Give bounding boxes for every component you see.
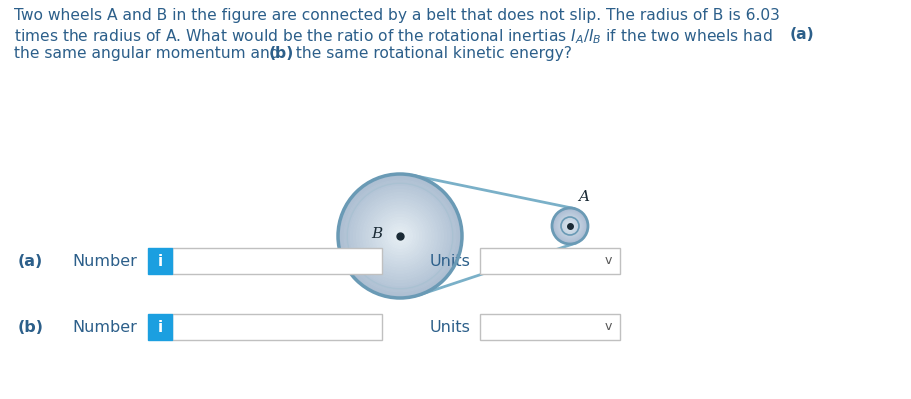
Circle shape xyxy=(341,177,459,295)
Circle shape xyxy=(568,224,572,228)
Circle shape xyxy=(351,186,450,286)
Circle shape xyxy=(560,216,580,236)
Circle shape xyxy=(378,214,422,258)
Circle shape xyxy=(397,233,403,239)
FancyBboxPatch shape xyxy=(172,314,382,340)
Circle shape xyxy=(353,190,446,282)
Circle shape xyxy=(568,223,573,229)
Circle shape xyxy=(562,218,578,234)
Text: Units: Units xyxy=(430,320,471,334)
Circle shape xyxy=(360,196,440,276)
Circle shape xyxy=(558,214,582,238)
Circle shape xyxy=(553,209,587,243)
Circle shape xyxy=(567,222,574,229)
Text: v: v xyxy=(605,255,612,267)
Text: v: v xyxy=(605,320,612,334)
Text: i: i xyxy=(158,253,162,269)
Text: B: B xyxy=(371,227,382,241)
FancyBboxPatch shape xyxy=(172,248,382,274)
Circle shape xyxy=(391,227,409,245)
Circle shape xyxy=(552,208,588,244)
Circle shape xyxy=(366,202,435,270)
Circle shape xyxy=(554,210,586,242)
Circle shape xyxy=(356,193,444,279)
Text: the same angular momentum and: the same angular momentum and xyxy=(14,46,284,61)
Circle shape xyxy=(372,208,428,264)
Circle shape xyxy=(347,183,453,289)
FancyBboxPatch shape xyxy=(148,314,172,340)
Circle shape xyxy=(559,215,581,237)
Circle shape xyxy=(557,213,584,239)
FancyBboxPatch shape xyxy=(480,248,620,274)
Text: the same rotational kinetic energy?: the same rotational kinetic energy? xyxy=(291,46,572,61)
Circle shape xyxy=(564,220,577,232)
Circle shape xyxy=(565,221,576,231)
Circle shape xyxy=(558,213,583,239)
Circle shape xyxy=(555,211,585,241)
Circle shape xyxy=(363,199,437,273)
Circle shape xyxy=(375,211,425,261)
Circle shape xyxy=(338,174,462,298)
Text: A: A xyxy=(578,190,589,204)
Circle shape xyxy=(569,225,571,227)
Text: (a): (a) xyxy=(18,253,43,269)
Circle shape xyxy=(384,221,415,251)
Circle shape xyxy=(556,211,584,241)
Circle shape xyxy=(382,217,418,255)
Circle shape xyxy=(563,219,578,233)
Circle shape xyxy=(394,230,406,242)
Circle shape xyxy=(344,180,456,292)
Text: Two wheels A and B in the figure are connected by a belt that does not slip. The: Two wheels A and B in the figure are con… xyxy=(14,8,780,23)
Circle shape xyxy=(387,223,413,249)
Text: i: i xyxy=(158,320,162,334)
Circle shape xyxy=(561,217,579,235)
Text: times the radius of A. What would be the ratio of the rotational inertias $I_A/I: times the radius of A. What would be the… xyxy=(14,27,774,46)
Text: (b): (b) xyxy=(269,46,294,61)
Text: Units: Units xyxy=(430,253,471,269)
Circle shape xyxy=(369,205,431,267)
Text: (b): (b) xyxy=(18,320,44,334)
FancyBboxPatch shape xyxy=(148,248,172,274)
Text: Number: Number xyxy=(72,320,137,334)
FancyBboxPatch shape xyxy=(480,314,620,340)
Text: (a): (a) xyxy=(790,27,814,42)
Text: Number: Number xyxy=(72,253,137,269)
Circle shape xyxy=(566,221,575,231)
